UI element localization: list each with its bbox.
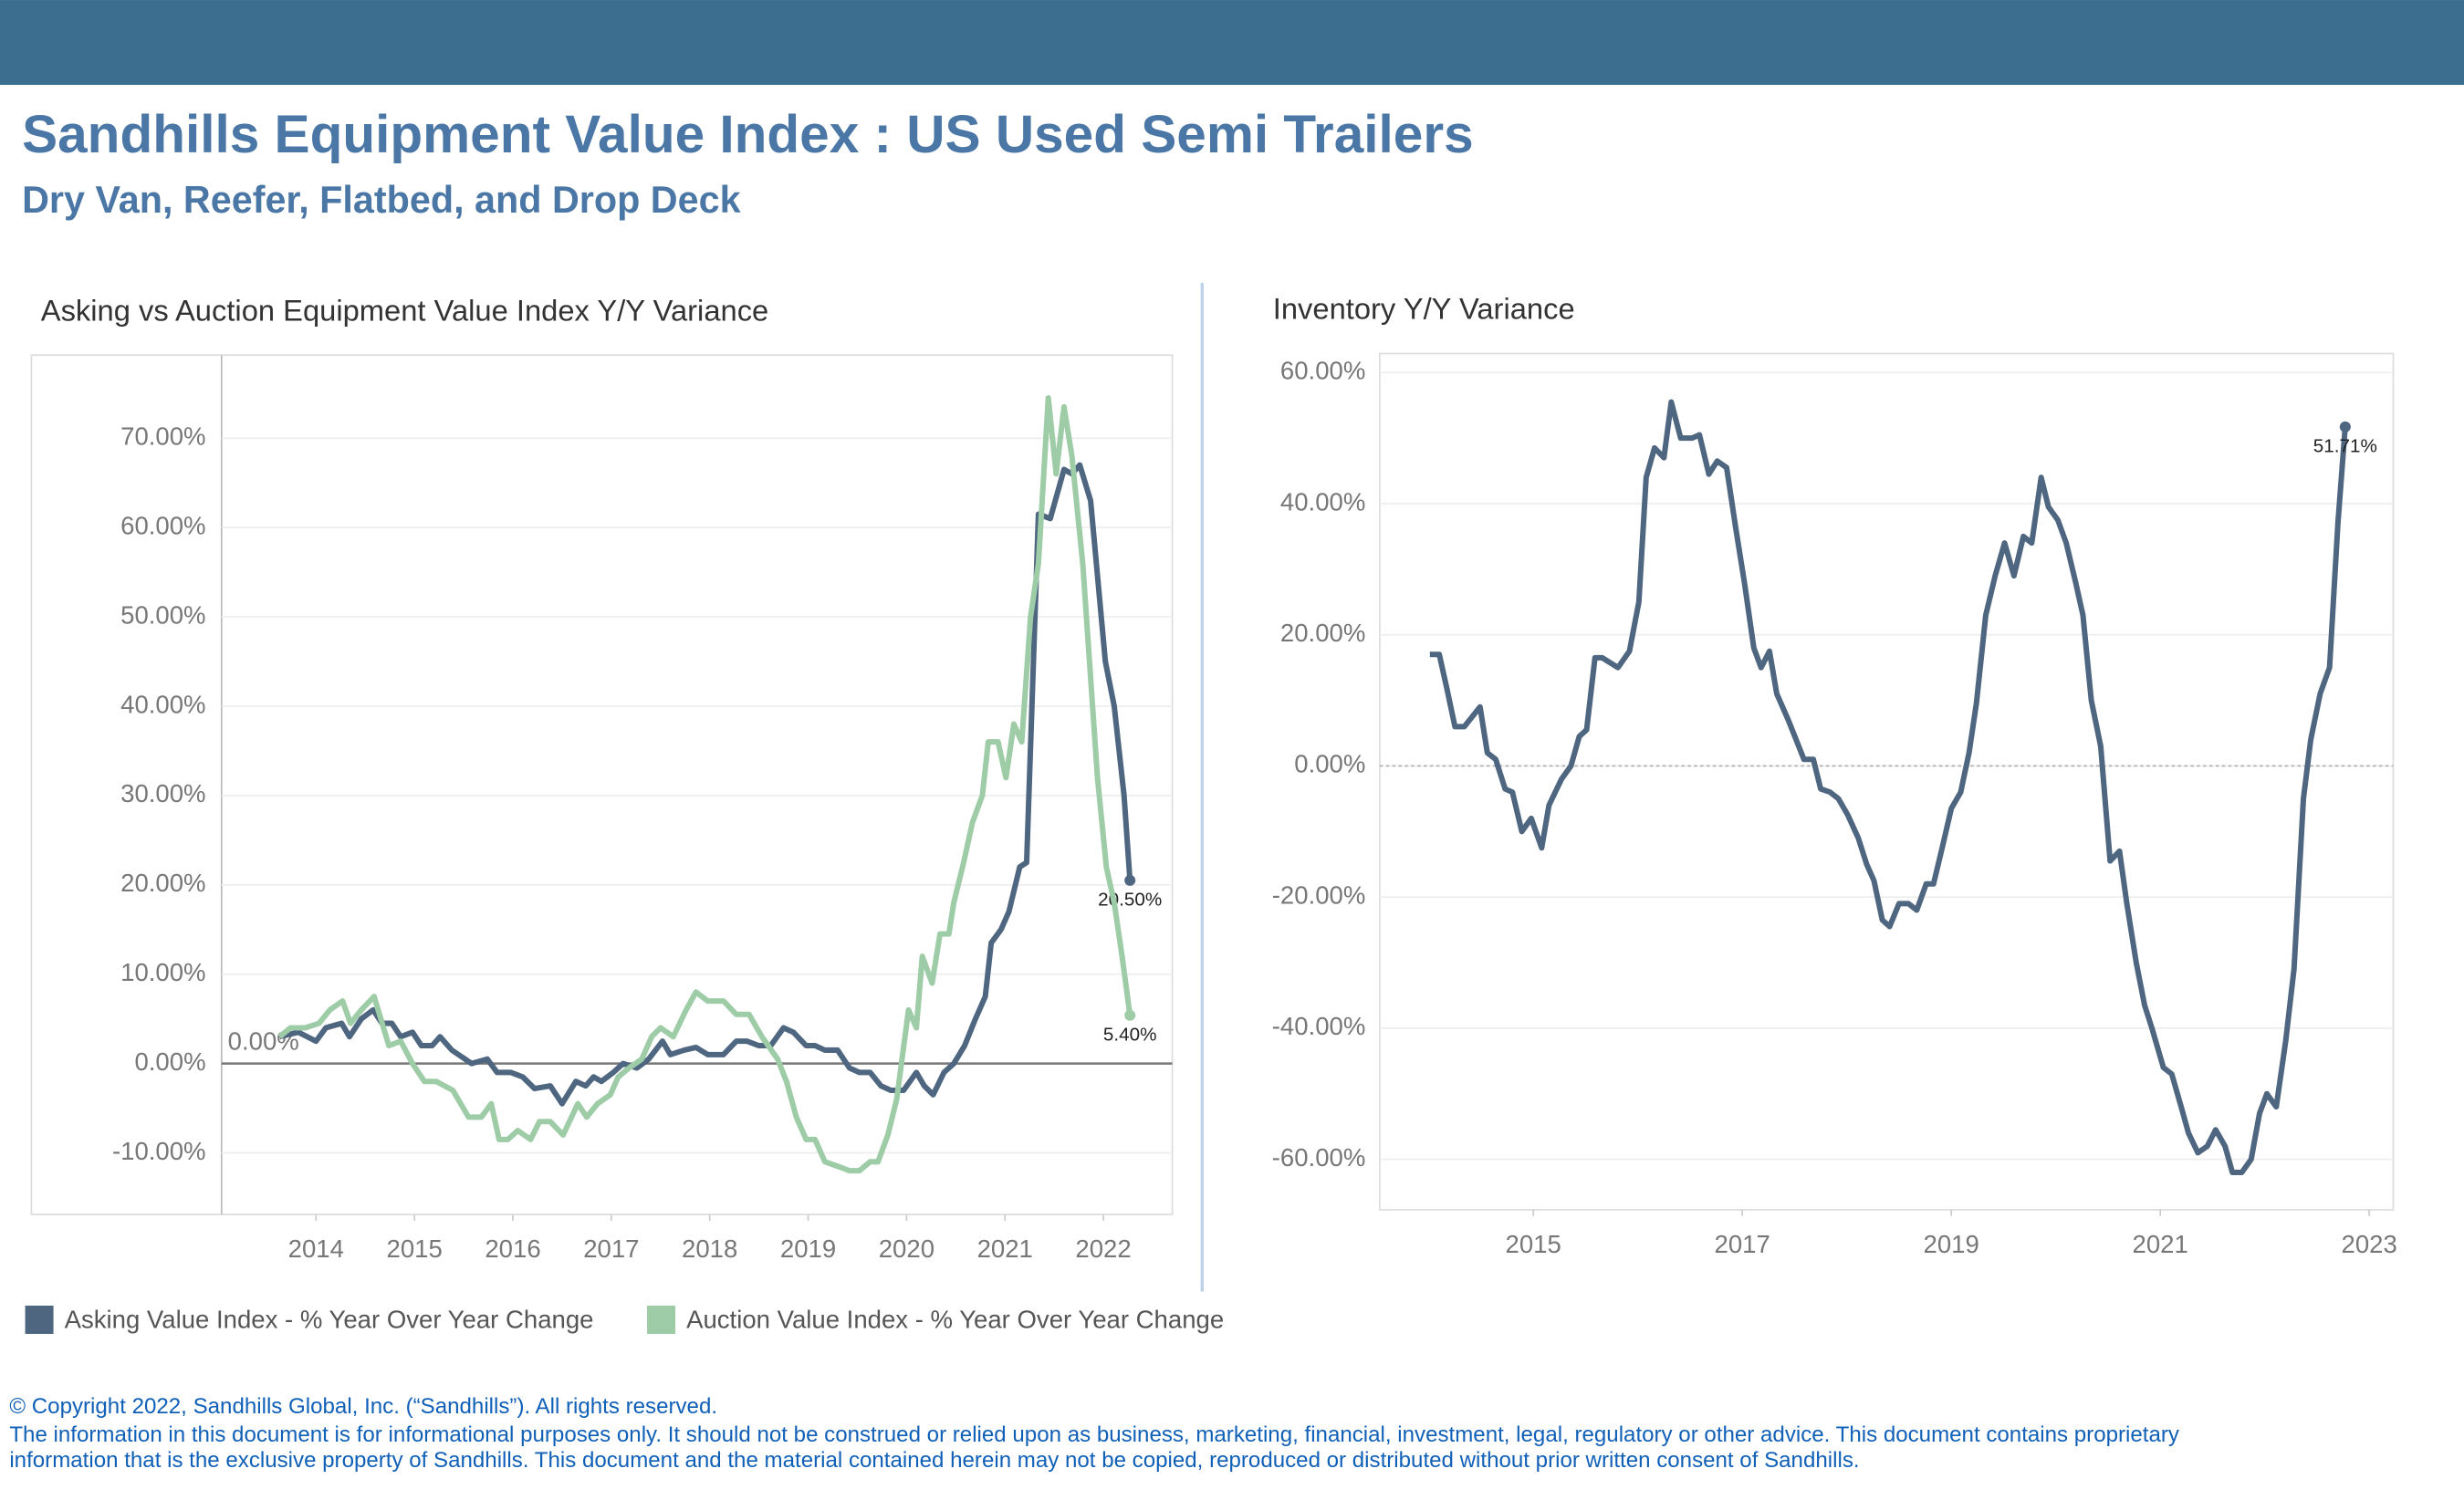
series-line xyxy=(278,462,1133,1107)
x-tick-label: 2016 xyxy=(485,1234,540,1263)
legend-swatch xyxy=(25,1305,54,1334)
copyright: © Copyright 2022, Sandhills Global, Inc.… xyxy=(9,1394,717,1419)
end-point xyxy=(2339,421,2351,432)
x-tick-label: 2017 xyxy=(583,1234,639,1263)
legend-label: Asking Value Index - % Year Over Year Ch… xyxy=(65,1305,594,1333)
y-tick-label: -20.00% xyxy=(1272,880,1366,909)
end-point xyxy=(1124,1009,1136,1021)
y-tick-label: 40.00% xyxy=(1280,487,1365,516)
x-tick-label: 2019 xyxy=(780,1234,836,1263)
series-line xyxy=(277,395,1133,1174)
value-label: 5.40% xyxy=(1103,1025,1157,1046)
y-tick-label: 0.00% xyxy=(1294,750,1365,778)
y-tick-label: 10.00% xyxy=(120,958,205,986)
legend-swatch xyxy=(647,1305,676,1334)
header-bar xyxy=(0,0,2464,86)
x-tick-label: 2023 xyxy=(2342,1230,2397,1258)
y-tick-label: 70.00% xyxy=(120,422,205,451)
y-tick-label: -10.00% xyxy=(112,1137,206,1165)
x-tick-label: 2017 xyxy=(1715,1230,1770,1258)
value-label: 51.71% xyxy=(2313,436,2377,457)
y-tick-label: 20.00% xyxy=(120,869,205,897)
disclaimer: The information in this document is for … xyxy=(9,1422,2179,1447)
y-tick-label: 50.00% xyxy=(120,600,205,629)
x-tick-label: 2014 xyxy=(288,1234,344,1263)
y-tick-label: 40.00% xyxy=(120,690,205,718)
plot-frame xyxy=(30,354,1174,1215)
x-tick-label: 2018 xyxy=(682,1234,737,1263)
y-tick-label: 0.00% xyxy=(134,1047,205,1076)
x-tick-label: 2015 xyxy=(1506,1230,1561,1258)
page-subtitle: Dry Van, Reefer, Flatbed, and Drop Deck xyxy=(22,179,742,221)
chart-title: Inventory Y/Y Variance xyxy=(1273,292,1575,326)
plot-frame xyxy=(1379,352,2395,1211)
y-tick-label: 60.00% xyxy=(120,511,205,539)
x-tick-label: 2022 xyxy=(1075,1234,1131,1263)
end-point xyxy=(1124,874,1136,886)
value-label: 20.50% xyxy=(1098,890,1162,911)
legend-label: Auction Value Index - % Year Over Year C… xyxy=(686,1305,1224,1333)
y-tick-label: 30.00% xyxy=(120,779,205,807)
y-tick-label: 20.00% xyxy=(1280,619,1365,647)
x-tick-label: 2021 xyxy=(2133,1230,2188,1258)
y-tick-label: -40.00% xyxy=(1272,1012,1366,1040)
x-tick-label: 2020 xyxy=(879,1234,934,1263)
x-tick-label: 2019 xyxy=(1924,1230,1979,1258)
x-tick-label: 2021 xyxy=(977,1234,1033,1263)
series-line xyxy=(1429,399,2348,1175)
y-tick-label: 60.00% xyxy=(1280,357,1365,385)
y-tick-label: -60.00% xyxy=(1272,1143,1366,1172)
page-title: Sandhills Equipment Value Index : US Use… xyxy=(22,105,1474,164)
disclaimer: information that is the exclusive proper… xyxy=(9,1448,1859,1473)
x-tick-label: 2015 xyxy=(387,1234,443,1263)
chart-title: Asking vs Auction Equipment Value Index … xyxy=(41,293,768,327)
